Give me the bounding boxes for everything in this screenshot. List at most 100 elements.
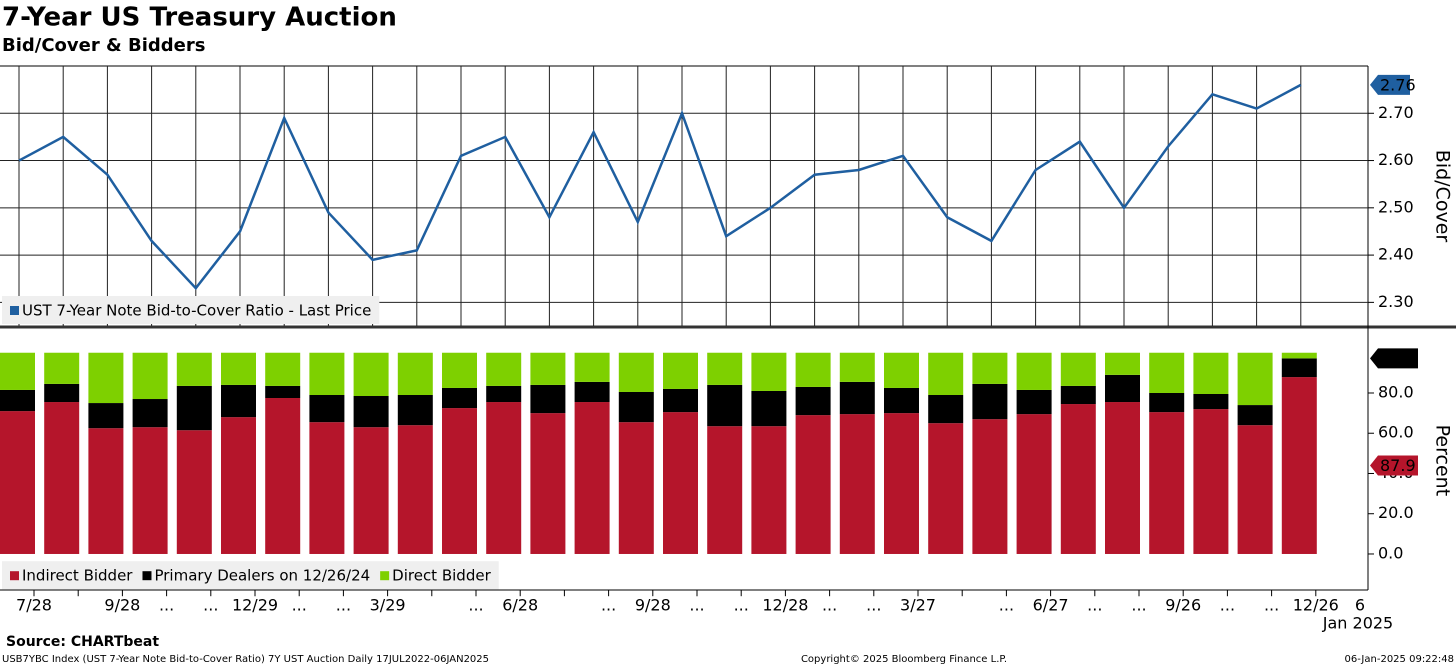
bar-segment xyxy=(574,352,610,382)
x-tick-label: 3/27 xyxy=(900,596,936,615)
legend-label: Direct Bidder xyxy=(392,567,491,585)
bar-segment xyxy=(442,408,477,554)
bar-segment xyxy=(884,352,919,388)
bar-segment xyxy=(663,412,698,554)
bar-segment xyxy=(1193,393,1229,410)
x-end-label: 6 xyxy=(1355,596,1365,615)
bar-segment xyxy=(442,387,477,409)
legend-label: Indirect Bidder xyxy=(22,567,133,585)
source: Source: CHARTbeat xyxy=(6,634,159,650)
value-label: 9.3 xyxy=(1380,349,1405,368)
bar-segment xyxy=(530,352,566,385)
y-tick-label: 2.30 xyxy=(1378,292,1414,311)
value-label: 87.9 xyxy=(1380,456,1416,475)
footer-center: Copyright© 2025 Bloomberg Finance L.P. xyxy=(801,654,1007,665)
bar-segment xyxy=(1237,425,1273,554)
bar-segment xyxy=(176,352,212,386)
bar-segment xyxy=(44,352,80,384)
value-label: 2.76 xyxy=(1380,75,1416,94)
bar-segment xyxy=(1281,358,1317,378)
bar-segment xyxy=(1105,402,1140,554)
legend-label: Primary Dealers on 12/26/24 xyxy=(154,567,370,585)
bar-segment xyxy=(353,427,389,554)
bar-segment xyxy=(795,386,831,416)
bar-segment xyxy=(88,403,124,429)
bar-segment xyxy=(618,422,654,554)
bar-segment xyxy=(265,385,301,399)
bar-segment xyxy=(353,396,389,428)
x-tick-label: 6/27 xyxy=(1033,596,1069,615)
bar-segment xyxy=(1060,352,1096,386)
bar-segment xyxy=(928,394,964,424)
bar-segment xyxy=(751,390,787,427)
bar-segment xyxy=(132,399,168,428)
legend-swatch xyxy=(380,571,390,581)
x-tick-label: ... xyxy=(822,596,837,615)
bar-segment xyxy=(221,384,256,418)
x-tick-label: 9/28 xyxy=(635,596,671,615)
bar-segment xyxy=(884,413,919,554)
value-label-box xyxy=(1370,455,1418,476)
x-tick-label: 12/29 xyxy=(232,596,278,615)
bar-segment xyxy=(44,383,80,403)
x-tick-label: 9/26 xyxy=(1165,596,1201,615)
bar-segment xyxy=(751,426,787,554)
x-end-sublabel: Jan 2025 xyxy=(1322,614,1393,633)
legend-label: UST 7-Year Note Bid-to-Cover Ratio - Las… xyxy=(22,302,371,320)
x-tick-label: ... xyxy=(1087,596,1102,615)
legend-swatch xyxy=(10,306,19,315)
bar-segment xyxy=(972,383,1008,420)
x-tick-label: ... xyxy=(601,596,616,615)
bar-segment xyxy=(221,352,256,385)
y-tick-label: 60.0 xyxy=(1378,423,1414,442)
bar-segment xyxy=(1060,404,1096,554)
bar-segment xyxy=(574,402,610,554)
bar-segment xyxy=(265,398,301,554)
footer-right: 06-Jan-2025 09:22:48 xyxy=(1345,654,1454,665)
bar-segment xyxy=(176,385,212,431)
bar-segment xyxy=(751,352,787,391)
bar-segment xyxy=(574,381,610,403)
x-tick-label: ... xyxy=(336,596,351,615)
bar-segment xyxy=(265,352,301,386)
x-tick-label: ... xyxy=(292,596,307,615)
bar-segment xyxy=(663,388,698,413)
bar-segment xyxy=(1060,385,1096,405)
x-tick-label: 12/26 xyxy=(1293,596,1339,615)
bar-segment xyxy=(530,413,566,554)
x-tick-label: ... xyxy=(1131,596,1146,615)
bar-segment xyxy=(221,417,256,554)
x-tick-label: 7/28 xyxy=(16,596,52,615)
bar-segment xyxy=(1193,409,1229,554)
bar-segment xyxy=(486,385,522,403)
bar-segment xyxy=(839,381,875,415)
bar-segment xyxy=(132,427,168,554)
bar-segment xyxy=(1016,352,1052,390)
x-tick-label: ... xyxy=(734,596,749,615)
bar-segment xyxy=(1105,352,1140,375)
y-tick-label: 20.0 xyxy=(1378,503,1414,522)
bar-segment xyxy=(1193,352,1229,394)
bar-segment xyxy=(795,352,831,387)
x-tick-label: ... xyxy=(159,596,174,615)
bar-segment xyxy=(397,425,433,554)
x-tick-label: ... xyxy=(468,596,483,615)
bar-segment xyxy=(972,419,1008,554)
bar-segment xyxy=(928,423,964,554)
legend-box xyxy=(2,561,499,590)
bar-segment xyxy=(884,387,919,414)
bar-segment xyxy=(486,402,522,554)
bar-segment xyxy=(309,422,345,554)
y-tick-label: 80.0 xyxy=(1378,382,1414,401)
bar-segment xyxy=(618,352,654,392)
bar-segment xyxy=(530,384,566,414)
bar-segment xyxy=(0,352,35,390)
bar-segment xyxy=(1149,412,1185,554)
bar-segment xyxy=(707,352,743,385)
y-tick-label: 2.70 xyxy=(1378,103,1414,122)
bar-segment xyxy=(972,352,1008,384)
bar-segment xyxy=(0,389,35,412)
bar-segment xyxy=(839,414,875,554)
x-tick-label: ... xyxy=(999,596,1014,615)
